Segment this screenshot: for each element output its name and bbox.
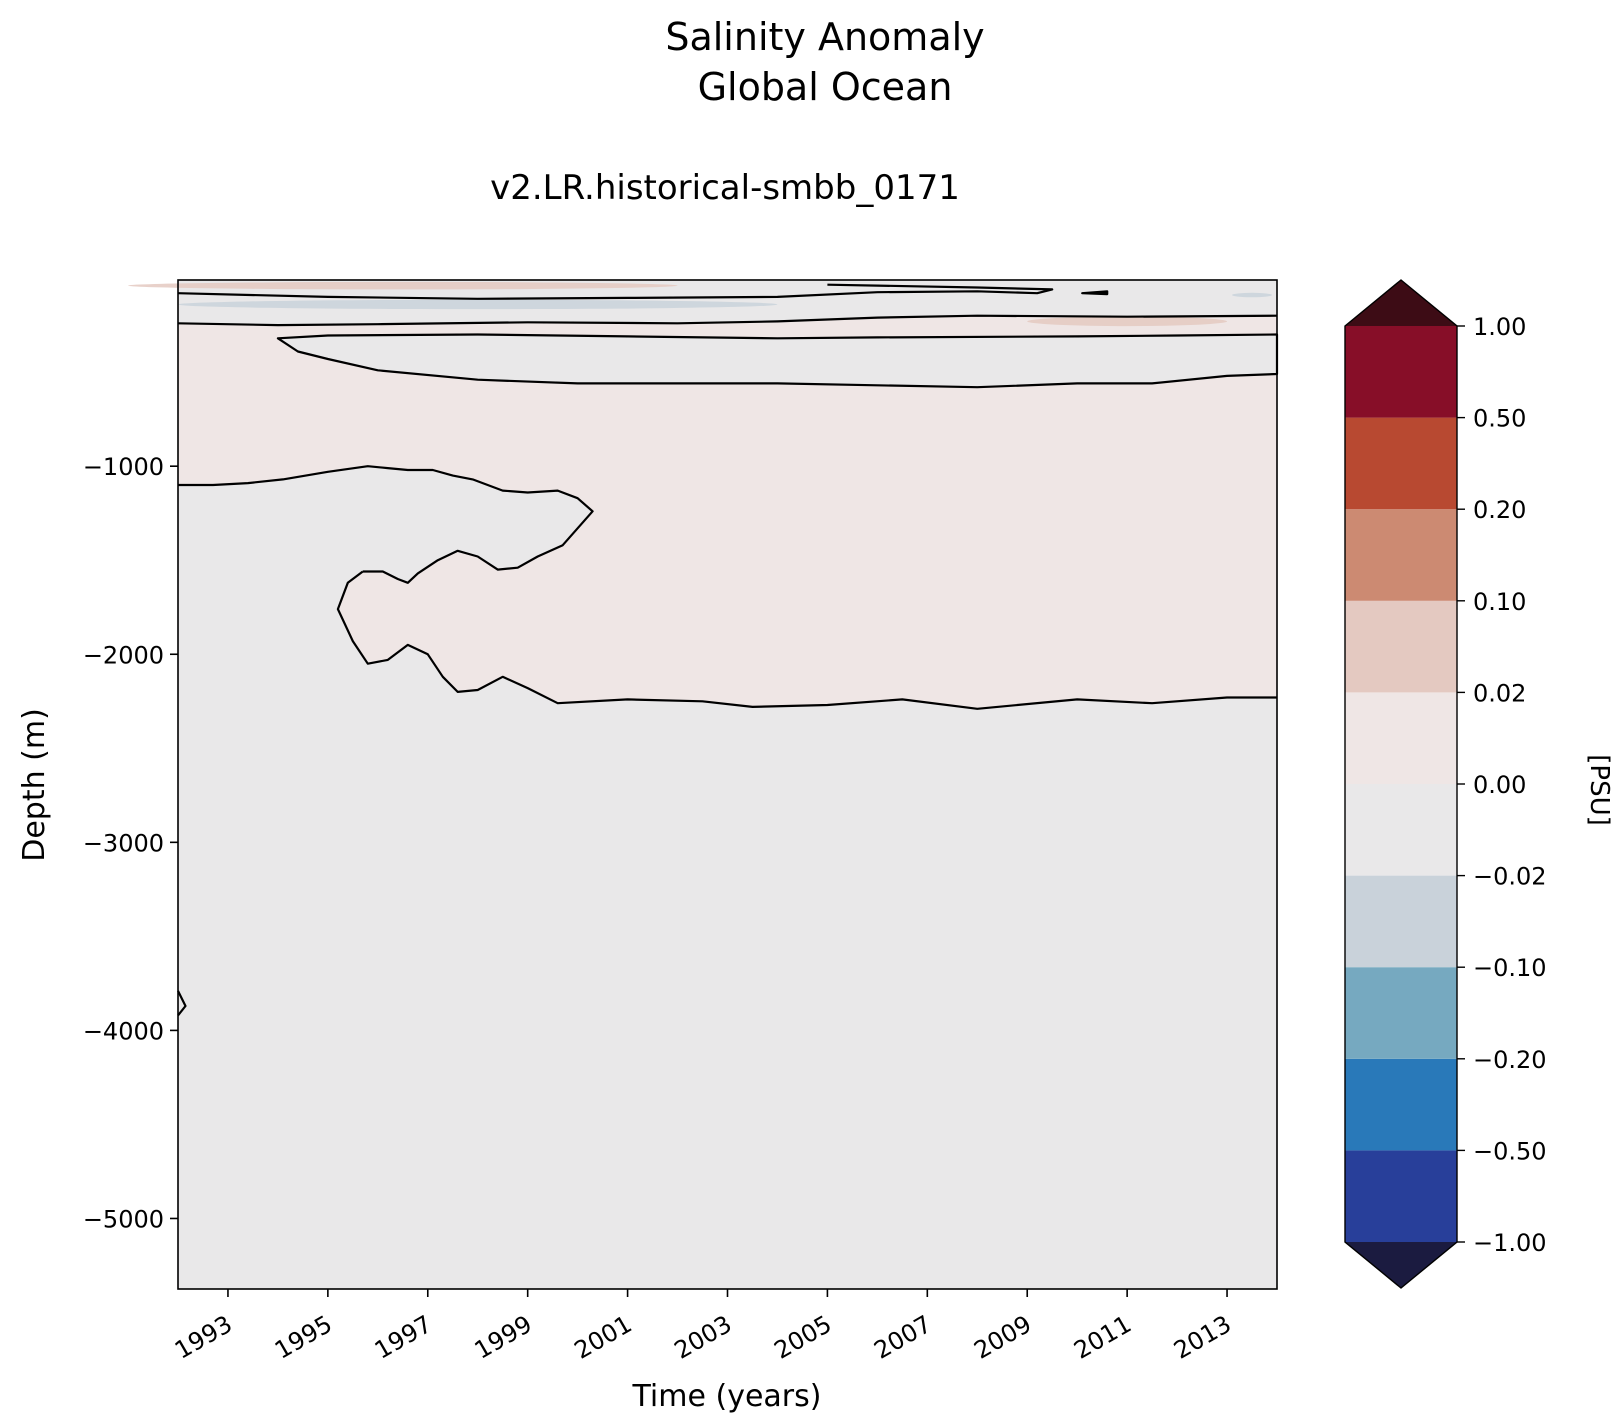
colorbar-tick-label: 0.10	[1473, 588, 1526, 616]
x-tick-label: 2013	[1169, 1310, 1236, 1365]
colorbar-extend-high	[1345, 280, 1457, 326]
y-axis: −1000 −2000 −3000 −4000 −5000	[83, 453, 178, 1233]
x-tick-label: 2001	[570, 1310, 637, 1365]
x-axis: 1993 1995 1997 1999 2001 2003 2005 2007 2009 2011…	[170, 1289, 1236, 1365]
colorbar-label: [PSU]	[1584, 754, 1612, 826]
colorbar-tick-label: −0.10	[1473, 954, 1547, 982]
y-tick-label: −2000	[83, 641, 164, 669]
anomaly-patch-2	[1027, 316, 1228, 327]
chart-title: Salinity Anomaly	[665, 15, 985, 59]
colorbar-swatch-5	[1345, 692, 1457, 784]
colorbar-swatch-3	[1345, 875, 1457, 968]
colorbar-swatch-1	[1345, 1058, 1457, 1151]
colorbar-swatch-2	[1345, 967, 1457, 1059]
contour-upper-2	[177, 283, 1054, 300]
contour-upper-1	[177, 314, 1278, 327]
colorbar-tick-label: 0.00	[1473, 771, 1526, 799]
colorbar-tick-label: −0.20	[1473, 1046, 1547, 1074]
negative-anomaly-tongue	[277, 334, 1277, 388]
colorbar-swatch-8	[1345, 417, 1457, 510]
colorbar-tick-label: −0.02	[1473, 863, 1547, 891]
x-tick-label: 2011	[1069, 1310, 1136, 1365]
colorbar-swatch-4	[1345, 784, 1457, 876]
y-tick-label: −5000	[83, 1205, 164, 1233]
y-tick-label: −4000	[83, 1017, 164, 1045]
colorbar-extend-low	[1345, 1242, 1457, 1288]
x-tick-label: 2007	[869, 1310, 936, 1365]
x-tick-label: 2005	[770, 1310, 837, 1365]
colorbar-tick-label: −0.50	[1473, 1137, 1547, 1165]
chart-subtitle: v2.LR.historical-smbb_0171	[490, 168, 960, 208]
x-tick-label: 2009	[969, 1310, 1036, 1365]
anomaly-patch-1	[128, 281, 678, 290]
colorbar-tick-label: 0.02	[1473, 679, 1526, 707]
y-tick-label: −1000	[83, 453, 164, 481]
x-axis-label: Time (years)	[632, 1379, 822, 1414]
colorbar-tick-label: 0.20	[1473, 496, 1526, 524]
colorbar-swatch-7	[1345, 509, 1457, 601]
contour-deep	[178, 465, 594, 584]
colorbar-tick-label: −1.00	[1473, 1229, 1547, 1257]
colorbar-tick-label: 1.00	[1473, 313, 1526, 341]
contour-edge	[177, 990, 187, 1017]
x-tick-label: 1997	[370, 1310, 437, 1365]
y-tick-label: −3000	[83, 829, 164, 857]
anomaly-patch-0	[178, 299, 778, 310]
x-tick-label: 1999	[470, 1310, 537, 1365]
colorbar-tick-label: 0.50	[1473, 405, 1526, 433]
positive-anomaly-region	[178, 315, 1277, 709]
x-tick-label: 2003	[670, 1310, 737, 1365]
chart-title-line-2: Global Ocean	[697, 65, 953, 109]
anomaly-patch-3	[1232, 292, 1273, 298]
colorbar-swatch-0	[1345, 1150, 1457, 1242]
x-tick-label: 1993	[170, 1310, 237, 1365]
plot-area	[128, 279, 1279, 1290]
colorbar: −1.00 −0.50 −0.20 −0.10 −0.02 0.00 0.02 0.10 0.2…	[1344, 279, 1547, 1289]
contour-deep-lower	[336, 570, 1277, 710]
contour-upper-small	[1081, 290, 1109, 296]
x-tick-label: 1995	[270, 1310, 337, 1365]
y-axis-label: Depth (m)	[17, 708, 52, 862]
colorbar-swatch-6	[1345, 600, 1457, 693]
colorbar-swatch-9	[1345, 326, 1457, 418]
contour-mid	[276, 333, 1279, 389]
